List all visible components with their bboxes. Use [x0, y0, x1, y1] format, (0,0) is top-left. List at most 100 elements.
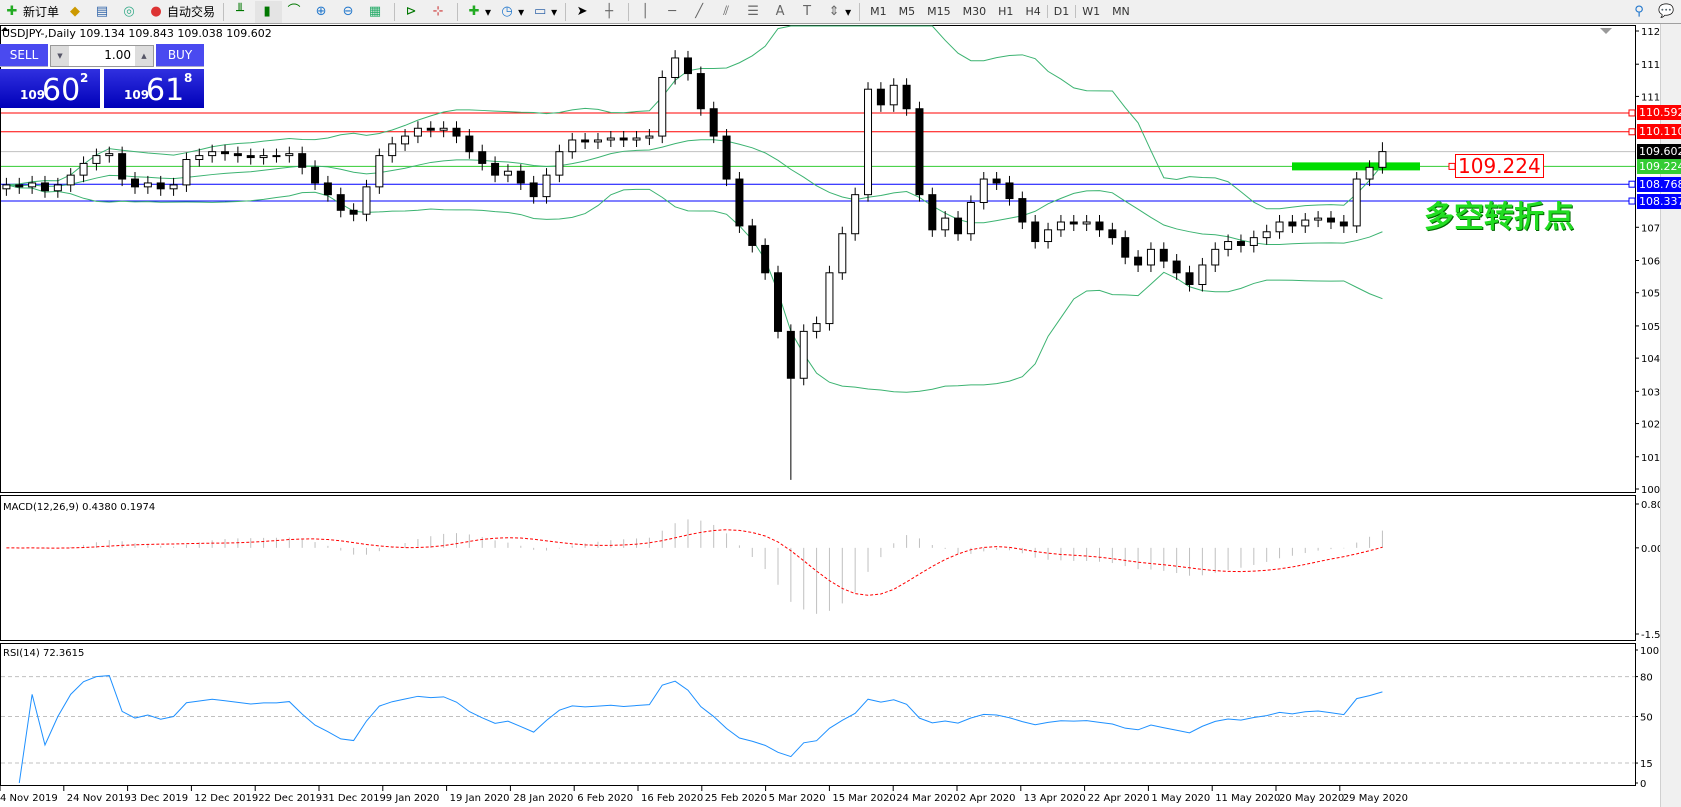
candle	[1249, 237, 1258, 246]
cursor-button[interactable]: ➤	[570, 1, 597, 23]
text-button[interactable]: A	[768, 1, 795, 23]
candle	[748, 225, 757, 246]
rsi-label: RSI(14) 72.3615	[3, 648, 84, 659]
lot-size-input[interactable]: ▼ 1.00 ▲	[50, 45, 154, 67]
candle	[272, 155, 281, 158]
timeframe-mn[interactable]: MN	[1112, 5, 1130, 18]
candle	[362, 186, 371, 215]
candle	[838, 233, 847, 274]
candle	[1185, 272, 1194, 286]
candle	[774, 272, 782, 332]
line-handle	[1628, 128, 1636, 136]
indicators-button[interactable]: ✚ ▾	[462, 1, 495, 23]
date-label: 16 Feb 2020	[641, 793, 703, 804]
candle	[581, 139, 590, 143]
price-tick-label: 111.015	[1641, 92, 1660, 103]
lot-increase-button[interactable]: ▲	[135, 46, 153, 66]
date-label: 5 Mar 2020	[769, 793, 826, 804]
chat-button[interactable]: 💬	[1654, 1, 1681, 23]
chart-window[interactable]: 112.690 111.840 111.015 107.665 106.815 105.9…	[0, 24, 1660, 807]
candle	[902, 84, 911, 110]
bollinger-middle-band	[6, 139, 1383, 245]
arrows-button[interactable]: ⇕ ▾	[822, 1, 855, 23]
templates-button[interactable]: ▭ ▾	[533, 3, 558, 19]
candle	[1121, 237, 1130, 258]
tile-windows-button[interactable]: ▦	[363, 1, 390, 23]
rsi-tick-label: 50	[1640, 713, 1653, 724]
pivot-price-label[interactable]: 109.224	[1455, 154, 1544, 178]
indicators-icon: ✚	[468, 3, 480, 19]
date-label: 2 Apr 2020	[960, 793, 1015, 804]
candle	[452, 127, 461, 137]
candle	[1044, 229, 1053, 243]
timeframe-bar: M1 M5 M15 M30 H1 H4 D1 W1 MN	[864, 5, 1136, 18]
window-scrollbar[interactable]	[1660, 24, 1681, 807]
bar-chart-button[interactable]: ╨	[228, 1, 255, 23]
price-tick-label: 111.840	[1641, 60, 1660, 71]
text-label-button[interactable]: T	[795, 1, 822, 23]
data-window-icon: ▤	[95, 3, 109, 19]
navigator-button[interactable]: ◎	[117, 1, 144, 23]
timeframe-m15[interactable]: M15	[927, 5, 951, 18]
timeframe-d1[interactable]: D1	[1046, 5, 1077, 18]
candle	[722, 135, 731, 180]
periods-icon: ◷	[501, 3, 513, 19]
vertical-line-button[interactable]: │	[633, 1, 660, 23]
macd-tick-label: 0.00	[1641, 544, 1660, 555]
rsi-pane	[0, 643, 1636, 786]
candlestick-button[interactable]: ▮	[255, 0, 283, 23]
timeframe-m1[interactable]: M1	[870, 5, 887, 18]
horizontal-line-button[interactable]: ─	[660, 1, 687, 23]
price-chart[interactable]: 112.690 111.840 111.015 107.665 106.815 105.9…	[0, 24, 1660, 807]
zoom-out-button[interactable]: ⊖	[336, 1, 363, 23]
candle	[941, 217, 950, 231]
sell-price-button[interactable]: 109 60 2	[0, 69, 100, 108]
horizontal-line-icon: ─	[668, 3, 677, 19]
price-tick-label: 102.640	[1641, 420, 1660, 431]
timeframe-w1[interactable]: W1	[1082, 5, 1101, 18]
auto-trading-button[interactable]: ● 自动交易	[144, 1, 219, 23]
text-icon: A	[775, 3, 785, 19]
periods-button[interactable]: ◷ ▾	[495, 1, 528, 23]
buy-button[interactable]: BUY	[156, 44, 204, 67]
candle	[311, 166, 320, 184]
price-tick-label: 105.140	[1641, 322, 1660, 333]
candle	[439, 127, 448, 131]
buy-price-button[interactable]: 109 61 8	[104, 69, 204, 108]
date-label: 22 Apr 2020	[1088, 793, 1150, 804]
candle	[1056, 221, 1065, 231]
search-button[interactable]: ⚲	[1627, 1, 1654, 23]
pivot-annotation-text[interactable]: 多空转折点	[1424, 200, 1574, 235]
fibonacci-button[interactable]: ☰	[741, 1, 768, 23]
line-chart-button[interactable]: ⌒	[282, 1, 309, 23]
candle	[619, 137, 628, 141]
candle	[1005, 182, 1014, 200]
candle	[735, 178, 744, 227]
market-watch-button[interactable]: ◆	[63, 1, 90, 23]
crosshair-button[interactable]: ┼	[597, 1, 624, 23]
chart-shift-button[interactable]: ⊳	[399, 1, 426, 23]
data-window-button[interactable]: ▤	[90, 1, 117, 23]
date-label: 20 May 2020	[1279, 793, 1344, 804]
lot-decrease-button[interactable]: ▼	[51, 46, 69, 66]
candle	[1262, 231, 1271, 239]
new-order-button[interactable]: ✚ 新订单	[0, 1, 63, 23]
sell-button[interactable]: SELL	[0, 44, 48, 67]
candle	[491, 162, 500, 176]
candle	[529, 182, 538, 198]
rsi-tick-label: 0	[1640, 779, 1646, 790]
equidistant-channel-button[interactable]: ⫽	[714, 1, 741, 23]
candle	[15, 184, 24, 188]
timeframe-h4[interactable]: H4	[1025, 5, 1041, 18]
trendline-button[interactable]: ╱	[687, 1, 714, 23]
auto-scroll-button[interactable]: ⊹	[426, 1, 453, 23]
candle	[658, 76, 667, 137]
crosshair-icon: ┼	[605, 3, 614, 19]
candle	[1146, 248, 1155, 266]
date-label: 6 Feb 2020	[577, 793, 633, 804]
timeframe-m5[interactable]: M5	[898, 5, 916, 18]
zoom-in-button[interactable]: ⊕	[309, 1, 336, 23]
timeframe-m30[interactable]: M30	[962, 5, 987, 18]
timeframe-h1[interactable]: H1	[998, 5, 1014, 18]
candle	[683, 57, 692, 75]
